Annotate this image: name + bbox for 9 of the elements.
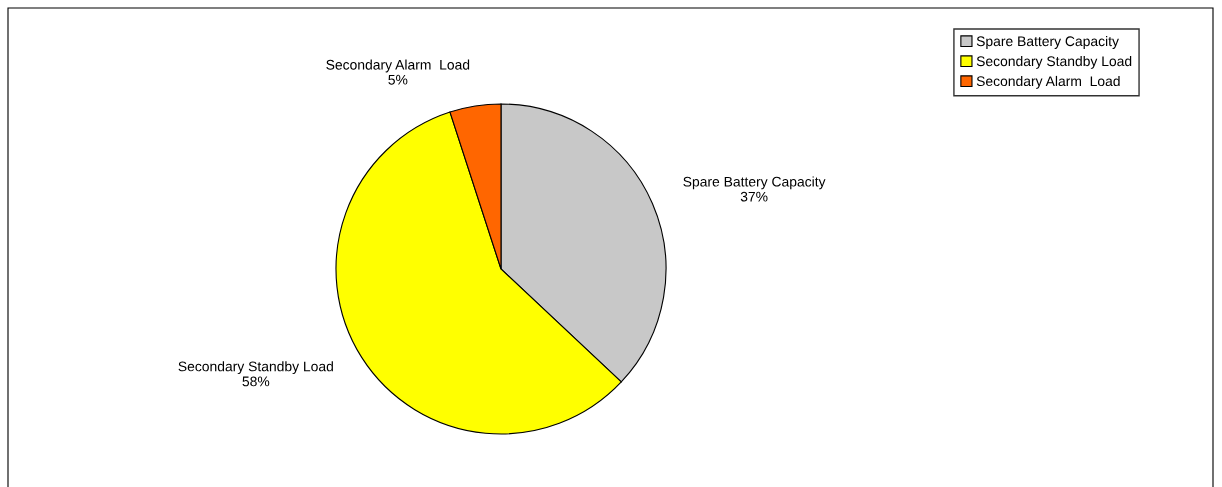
slice-label: Spare Battery Capacity	[683, 176, 826, 190]
legend-label: Secondary Standby Load	[976, 55, 1132, 69]
data-label: 58%	[242, 376, 270, 387]
legend-label: Spare Battery Capacity	[976, 35, 1119, 49]
slice-label: Secondary Alarm Load	[326, 59, 470, 73]
legend-label: Secondary Alarm Load	[976, 75, 1120, 89]
data-label: 5%	[388, 74, 408, 85]
slice-label: Secondary Standby Load	[178, 361, 333, 375]
data-label: 37%	[740, 191, 768, 202]
